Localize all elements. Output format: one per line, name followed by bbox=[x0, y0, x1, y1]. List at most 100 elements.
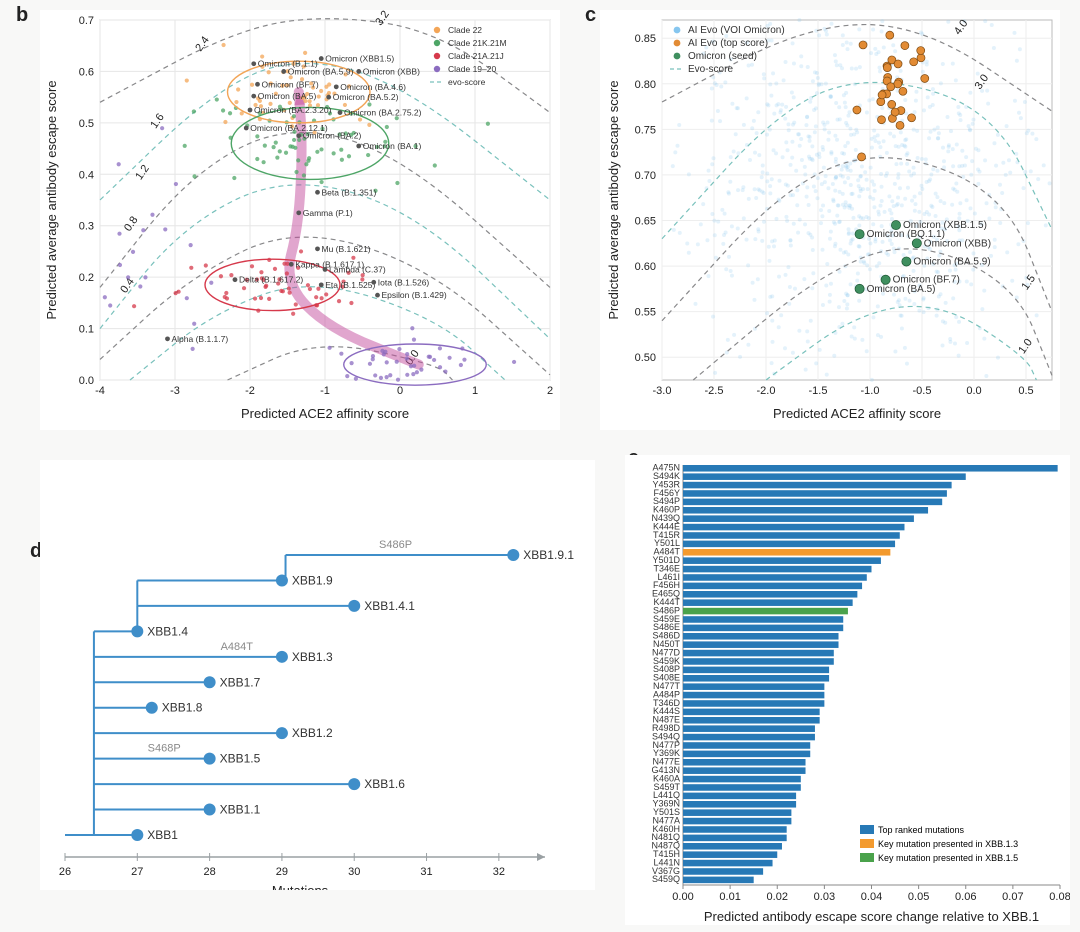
panel-c: -3.0-2.5-2.0-1.5-1.0-0.50.00.50.500.550.… bbox=[600, 10, 1060, 430]
svg-text:XBB1.3: XBB1.3 bbox=[292, 650, 333, 664]
svg-text:-1: -1 bbox=[320, 385, 330, 397]
svg-text:0.01: 0.01 bbox=[719, 891, 740, 903]
svg-text:S486P: S486P bbox=[379, 539, 412, 551]
svg-text:Alpha (B.1.1.7): Alpha (B.1.1.7) bbox=[172, 334, 229, 344]
svg-text:XBB1.9: XBB1.9 bbox=[292, 573, 333, 587]
svg-text:0.0: 0.0 bbox=[79, 375, 94, 387]
svg-text:32: 32 bbox=[493, 866, 505, 878]
svg-text:Eta (B.1.525): Eta (B.1.525) bbox=[325, 280, 375, 290]
svg-text:Predicted average antibody esc: Predicted average antibody escape score bbox=[44, 80, 59, 319]
svg-text:A484T: A484T bbox=[221, 641, 254, 653]
svg-text:-1.0: -1.0 bbox=[861, 385, 880, 397]
panel-e-svg: 0.000.010.020.030.040.050.060.070.08Pred… bbox=[625, 455, 1070, 925]
svg-text:Predicted antibody escape scor: Predicted antibody escape score change r… bbox=[704, 909, 1039, 924]
svg-text:0.6: 0.6 bbox=[79, 66, 94, 78]
svg-text:0.60: 0.60 bbox=[635, 261, 656, 273]
panel-d: 26272829303132MutationsXBB1.9.1S486PXBB1… bbox=[40, 460, 595, 890]
svg-text:Omicron (BA.2): Omicron (BA.2) bbox=[303, 131, 362, 141]
svg-text:XBB1.4: XBB1.4 bbox=[147, 624, 188, 638]
svg-text:Predicted ACE2 affinity score: Predicted ACE2 affinity score bbox=[241, 406, 409, 421]
svg-text:Gamma (P.1): Gamma (P.1) bbox=[303, 208, 353, 218]
svg-text:XBB1.5: XBB1.5 bbox=[220, 752, 261, 766]
svg-text:Omicron (BA.4.6): Omicron (BA.4.6) bbox=[340, 82, 406, 92]
svg-text:0.05: 0.05 bbox=[908, 891, 929, 903]
svg-text:-0.5: -0.5 bbox=[913, 385, 932, 397]
svg-text:0.03: 0.03 bbox=[814, 891, 835, 903]
svg-text:0.4: 0.4 bbox=[79, 169, 94, 181]
svg-text:Omicron (BA.2.75.2): Omicron (BA.2.75.2) bbox=[344, 108, 422, 118]
svg-text:-2.5: -2.5 bbox=[705, 385, 724, 397]
svg-text:XBB1.2: XBB1.2 bbox=[292, 726, 333, 740]
svg-text:Predicted ACE2 affinity score: Predicted ACE2 affinity score bbox=[773, 406, 941, 421]
svg-text:Omicron (BA.5.9): Omicron (BA.5.9) bbox=[288, 66, 354, 76]
svg-text:Clade 21K.21M: Clade 21K.21M bbox=[448, 38, 507, 48]
svg-text:XBB1.1: XBB1.1 bbox=[220, 803, 261, 817]
svg-text:0.80: 0.80 bbox=[635, 79, 656, 91]
svg-text:Clade 19–20: Clade 19–20 bbox=[448, 64, 496, 74]
panel-c-svg: -3.0-2.5-2.0-1.5-1.0-0.50.00.50.500.550.… bbox=[600, 10, 1060, 430]
svg-text:Clade 22: Clade 22 bbox=[448, 25, 482, 35]
svg-text:27: 27 bbox=[131, 866, 143, 878]
svg-text:1: 1 bbox=[472, 385, 478, 397]
svg-text:XBB1.6: XBB1.6 bbox=[364, 777, 405, 791]
svg-text:AI Evo (VOI Omicron): AI Evo (VOI Omicron) bbox=[688, 25, 785, 36]
svg-text:0.04: 0.04 bbox=[861, 891, 882, 903]
svg-text:Top ranked mutations: Top ranked mutations bbox=[878, 825, 965, 835]
panel-b-svg: -4-3-2-10120.00.10.20.30.40.50.60.73.22.… bbox=[40, 10, 560, 430]
svg-text:S459Q: S459Q bbox=[652, 874, 680, 884]
svg-text:S468P: S468P bbox=[148, 743, 181, 755]
svg-text:0.85: 0.85 bbox=[635, 33, 656, 45]
svg-text:0.55: 0.55 bbox=[635, 307, 656, 319]
svg-text:AI Evo (top score): AI Evo (top score) bbox=[688, 38, 768, 49]
svg-text:0.1: 0.1 bbox=[79, 324, 94, 336]
svg-text:Omicron (XBB1.5): Omicron (XBB1.5) bbox=[325, 54, 394, 64]
svg-text:Predicted average antibody esc: Predicted average antibody escape score bbox=[606, 80, 621, 319]
svg-text:-2.0: -2.0 bbox=[757, 385, 776, 397]
svg-text:Evo-score: Evo-score bbox=[688, 64, 733, 75]
svg-text:XBB1.9.1: XBB1.9.1 bbox=[523, 548, 574, 562]
svg-text:Key mutation presented in XBB.: Key mutation presented in XBB.1.3 bbox=[878, 839, 1018, 849]
svg-text:Omicron (BA.5): Omicron (BA.5) bbox=[867, 284, 936, 295]
svg-text:Delta (B.1.617.2): Delta (B.1.617.2) bbox=[239, 275, 303, 285]
svg-text:0.08: 0.08 bbox=[1049, 891, 1070, 903]
svg-text:Epsilon (B.1.429): Epsilon (B.1.429) bbox=[382, 290, 447, 300]
panel-c-label: c bbox=[585, 4, 596, 27]
svg-text:-4: -4 bbox=[95, 385, 105, 397]
svg-text:-2: -2 bbox=[245, 385, 255, 397]
svg-text:0.0: 0.0 bbox=[966, 385, 981, 397]
svg-text:0.07: 0.07 bbox=[1002, 891, 1023, 903]
svg-text:Key mutation presented in XBB.: Key mutation presented in XBB.1.5 bbox=[878, 853, 1018, 863]
svg-text:Omicron (BA.5): Omicron (BA.5) bbox=[258, 91, 317, 101]
svg-text:26: 26 bbox=[59, 866, 71, 878]
svg-text:0.3: 0.3 bbox=[79, 221, 94, 233]
svg-text:-3.0: -3.0 bbox=[653, 385, 672, 397]
svg-text:XBB1.8: XBB1.8 bbox=[162, 701, 203, 715]
svg-text:-1.5: -1.5 bbox=[809, 385, 828, 397]
svg-text:0.65: 0.65 bbox=[635, 216, 656, 228]
svg-text:Mu (B.1.621): Mu (B.1.621) bbox=[322, 244, 371, 254]
svg-text:Omicron (BA.1): Omicron (BA.1) bbox=[363, 141, 422, 151]
svg-text:Omicron (BA.5.2): Omicron (BA.5.2) bbox=[333, 92, 399, 102]
panel-b-label: b bbox=[16, 4, 28, 27]
svg-text:Omicron (XBB): Omicron (XBB) bbox=[363, 66, 420, 76]
svg-text:0.5: 0.5 bbox=[1018, 385, 1033, 397]
svg-text:Beta (B.1.351): Beta (B.1.351) bbox=[322, 187, 377, 197]
panel-d-svg: 26272829303132MutationsXBB1.9.1S486PXBB1… bbox=[40, 460, 595, 890]
svg-text:Omicron (BF.7): Omicron (BF.7) bbox=[262, 79, 319, 89]
svg-text:-3: -3 bbox=[170, 385, 180, 397]
panel-b: -4-3-2-10120.00.10.20.30.40.50.60.73.22.… bbox=[40, 10, 560, 430]
svg-text:2: 2 bbox=[547, 385, 553, 397]
svg-text:Omicron (seed): Omicron (seed) bbox=[688, 51, 757, 62]
svg-text:0.02: 0.02 bbox=[767, 891, 788, 903]
svg-text:XBB1.4.1: XBB1.4.1 bbox=[364, 599, 415, 613]
svg-text:XBB1.7: XBB1.7 bbox=[220, 675, 261, 689]
svg-text:0.2: 0.2 bbox=[79, 272, 94, 284]
svg-text:0: 0 bbox=[397, 385, 403, 397]
svg-text:Iota (B.1.526): Iota (B.1.526) bbox=[378, 277, 430, 287]
svg-text:0.00: 0.00 bbox=[672, 891, 693, 903]
svg-text:Lambda (C.37): Lambda (C.37) bbox=[329, 264, 386, 274]
svg-text:evo-score: evo-score bbox=[448, 77, 486, 87]
svg-text:0.7: 0.7 bbox=[79, 15, 94, 27]
svg-text:29: 29 bbox=[276, 866, 288, 878]
svg-text:XBB1: XBB1 bbox=[147, 828, 178, 842]
